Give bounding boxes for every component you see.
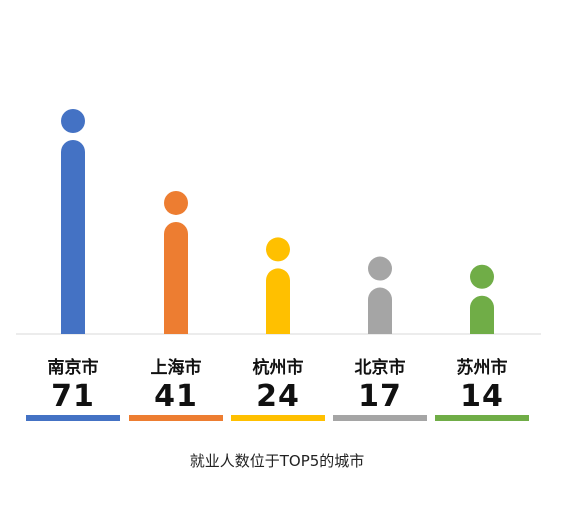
underline-bar <box>231 415 325 421</box>
bar-head <box>368 257 392 281</box>
category-label: 杭州市 <box>253 357 304 378</box>
data-label: 14 <box>460 379 504 414</box>
bar-head <box>266 237 290 261</box>
bar-body <box>61 140 85 334</box>
category-label: 北京市 <box>355 357 406 378</box>
data-label: 17 <box>358 379 402 414</box>
category-label: 上海市 <box>151 357 202 378</box>
bar-body <box>164 222 188 334</box>
underline-bar <box>333 415 427 421</box>
bar-body <box>266 268 290 334</box>
chart-caption: 就业人数位于TOP5的城市 <box>190 452 365 470</box>
underline-bar <box>26 415 120 421</box>
category-label: 南京市 <box>48 357 99 378</box>
bar-head <box>61 109 85 133</box>
bar-body <box>470 296 494 334</box>
data-label: 24 <box>256 379 300 414</box>
data-label: 71 <box>51 379 95 414</box>
underline-bar <box>435 415 529 421</box>
category-label: 苏州市 <box>457 357 508 378</box>
bar-body <box>368 288 392 334</box>
bar-head <box>164 191 188 215</box>
bar-head <box>470 265 494 289</box>
data-label: 41 <box>154 379 198 414</box>
underline-bar <box>129 415 223 421</box>
